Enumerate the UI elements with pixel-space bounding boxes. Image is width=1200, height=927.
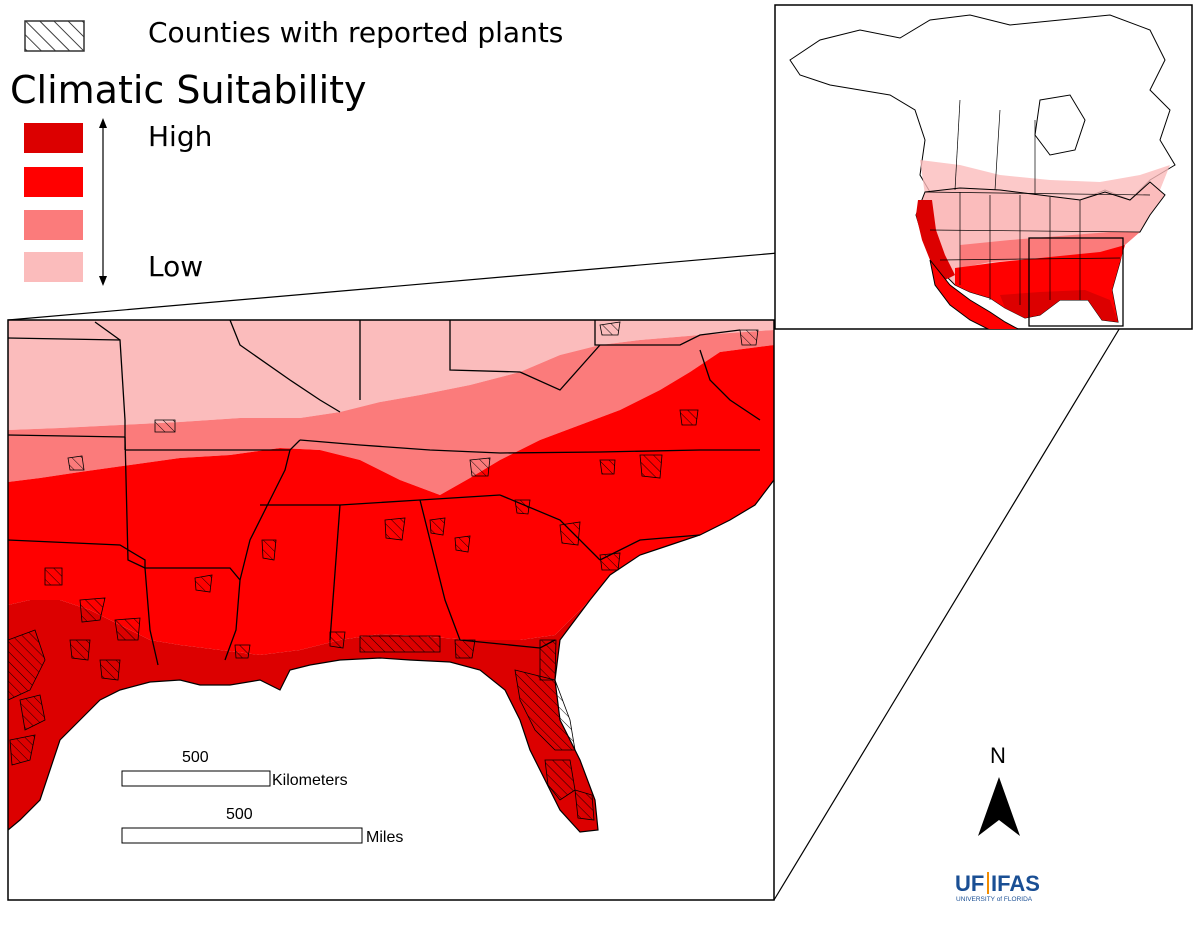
inset-extent-box (1028, 237, 1124, 327)
zone-medium-low (8, 330, 774, 495)
reported-county (69, 639, 91, 661)
atlantic-ocean (555, 345, 774, 900)
swatch-high (24, 123, 83, 153)
reported-county (739, 329, 759, 346)
reported-county (574, 789, 595, 821)
reported-county (679, 409, 699, 426)
reported-county (234, 644, 251, 659)
reported-county (539, 639, 557, 681)
swatch-medium-high (24, 167, 83, 197)
inset-map (774, 4, 1193, 330)
reported-county (559, 521, 581, 546)
reported-county (639, 454, 663, 479)
reported-county (384, 517, 406, 541)
scale-bar-miles: 500 Miles (121, 806, 403, 846)
reported-county (67, 455, 85, 471)
legend: Counties with reported plants Climatic S… (0, 0, 600, 300)
reported-county (154, 419, 176, 433)
reported-counties (8, 321, 759, 821)
legend-high-label: High (148, 120, 213, 153)
reported-county (359, 635, 441, 653)
reported-county (329, 631, 346, 649)
logo-sub: UNIVERSITY of FLORIDA (956, 896, 1033, 903)
reported-county (599, 459, 616, 475)
reported-county (599, 552, 621, 571)
reported-county (8, 629, 46, 701)
uf-ifas-logo: UF IFAS UNIVERSITY of FLORIDA (955, 871, 1040, 903)
reported-county (261, 539, 277, 561)
logo-ifas: IFAS (991, 871, 1040, 896)
detail-map (7, 319, 775, 901)
swatch-medium-low (24, 210, 83, 240)
scale-bar-km: 500 Kilometers (121, 749, 348, 789)
reported-county (514, 499, 531, 515)
reported-county (544, 759, 576, 801)
logo-uf: UF (955, 871, 984, 896)
reported-county (19, 694, 46, 731)
scale-km-unit: Kilometers (272, 772, 348, 789)
reported-county (429, 517, 446, 536)
reported-county (454, 639, 476, 659)
reported-county (9, 734, 36, 766)
reported-county (114, 617, 141, 641)
reported-county (194, 574, 213, 593)
scale-km-value: 500 (182, 749, 209, 766)
coastlines (8, 479, 774, 833)
hatch-swatch (24, 20, 85, 52)
north-arrow: N (978, 743, 1020, 836)
zoom-connector-lines (7, 240, 1122, 901)
hatch-legend-label: Counties with reported plants (148, 16, 564, 49)
scale-mi-value: 500 (226, 806, 253, 823)
reported-county (454, 535, 471, 553)
inset-mexico (929, 259, 1020, 329)
reported-county (469, 457, 491, 477)
zone-low (8, 320, 774, 430)
legend-title: Climatic Suitability (10, 68, 367, 112)
scale-mi-unit: Miles (366, 829, 403, 846)
legend-low-label: Low (148, 250, 204, 283)
reported-county (99, 659, 121, 681)
north-label: N (990, 743, 1006, 768)
zone-high (8, 600, 598, 832)
swatch-low (24, 252, 83, 282)
reported-county (514, 669, 576, 751)
legend-gradient-arrow (99, 118, 107, 286)
reported-county (79, 597, 106, 623)
reported-county (44, 567, 63, 586)
reported-county (599, 321, 621, 336)
